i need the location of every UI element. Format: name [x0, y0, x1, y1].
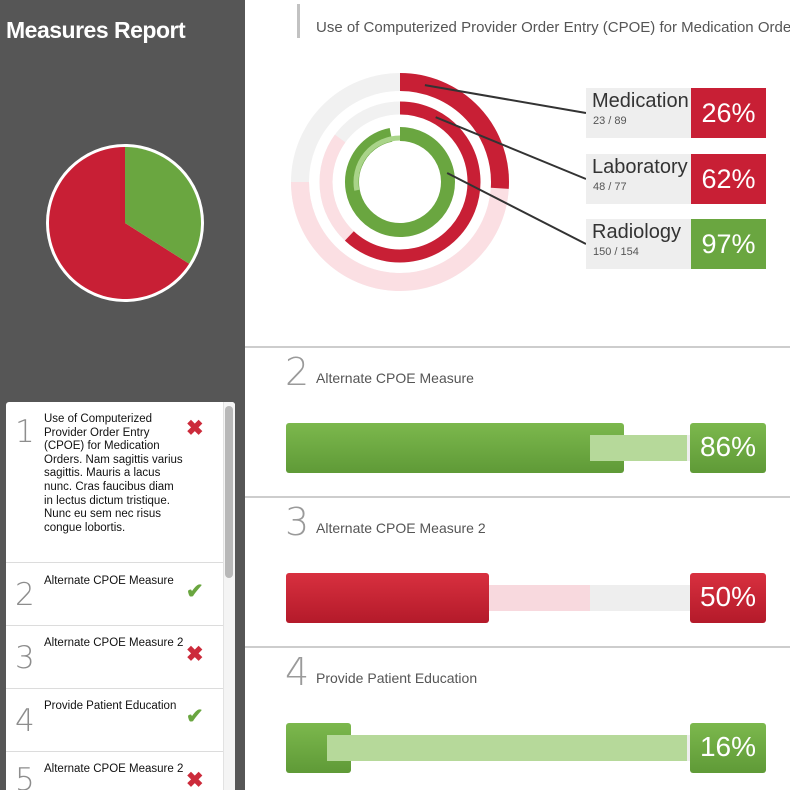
- target-marker: [489, 585, 590, 611]
- measure-list[interactable]: 1 Use of Computerized Provider Order Ent…: [6, 402, 235, 790]
- ring-value-medication: [399, 73, 509, 189]
- measure-percent: 16%: [690, 723, 766, 773]
- cpoe-donut-chart: [291, 73, 587, 291]
- section-divider: [245, 346, 790, 348]
- ring-highlight-radiology: [353, 135, 401, 191]
- target-marker: [590, 435, 687, 461]
- progress-fill: [286, 423, 624, 473]
- radiology-percent: 97%: [691, 219, 766, 269]
- legend-name: Radiology: [592, 221, 681, 243]
- measure-title: Alternate CPOE Measure: [316, 370, 474, 386]
- item-text: Alternate CPOE Measure 2: [44, 637, 184, 649]
- scrollbar-track[interactable]: [223, 402, 235, 790]
- page-title: Use of Computerized Provider Order Entry…: [316, 19, 790, 36]
- target-marker: [327, 735, 687, 761]
- measure-percent: 86%: [690, 423, 766, 473]
- ring-target-laboratory: [319, 134, 354, 241]
- ring-value-radiology: [345, 127, 455, 237]
- scrollbar-thumb[interactable]: [225, 406, 233, 578]
- item-number: 1: [15, 414, 35, 450]
- measure-number: 3: [285, 500, 310, 544]
- item-number: 3: [15, 640, 35, 676]
- section-divider: [245, 646, 790, 648]
- main-panel: Use of Computerized Provider Order Entry…: [245, 0, 790, 790]
- sidebar: Measures Report 1 Use of Computerized Pr…: [0, 0, 245, 790]
- list-item-3[interactable]: 3 Alternate CPOE Measure 2 ✖: [6, 626, 223, 689]
- x-icon: ✖: [186, 417, 204, 440]
- medication-percent: 26%: [691, 88, 766, 138]
- item-text: Alternate CPOE Measure: [44, 575, 174, 587]
- legend-medication: Medication 23 / 89: [586, 88, 691, 138]
- legend-count: 48 / 77: [593, 181, 627, 193]
- summary-pie-slice-red: [49, 147, 190, 299]
- laboratory-percent: 62%: [691, 154, 766, 204]
- list-item-4[interactable]: 4 Provide Patient Education ✔: [6, 689, 223, 752]
- measure-title: Provide Patient Education: [316, 670, 478, 686]
- leader-line-radiology: [446, 172, 587, 245]
- leader-line-laboratory: [435, 116, 587, 180]
- item-text: Alternate CPOE Measure 2: [44, 763, 184, 775]
- measure-number: 4: [285, 650, 310, 694]
- item-number: 5: [15, 762, 35, 790]
- summary-pie-chart: [46, 144, 204, 302]
- item-number: 2: [15, 577, 35, 613]
- check-icon: ✔: [186, 580, 204, 603]
- list-item-2[interactable]: 2 Alternate CPOE Measure ✔: [6, 563, 223, 626]
- summary-pie-slice-green: [125, 147, 201, 264]
- title-accent: [297, 4, 300, 38]
- list-item-5[interactable]: 5 Alternate CPOE Measure 2 ✖: [6, 752, 223, 790]
- measure-number: 2: [285, 350, 310, 394]
- measure-title: Alternate CPOE Measure 2: [316, 520, 486, 536]
- section-divider: [245, 496, 790, 498]
- x-icon: ✖: [186, 769, 204, 790]
- check-icon: ✔: [186, 705, 204, 728]
- list-item-1[interactable]: 1 Use of Computerized Provider Order Ent…: [6, 402, 223, 563]
- legend-radiology: Radiology 150 / 154: [586, 219, 691, 269]
- legend-name: Laboratory: [592, 156, 688, 178]
- leader-line-medication: [424, 84, 587, 114]
- item-text: Use of Computerized Provider Order Entry…: [44, 413, 183, 534]
- x-icon: ✖: [186, 643, 204, 666]
- item-number: 4: [15, 703, 35, 739]
- legend-count: 150 / 154: [593, 246, 639, 258]
- item-text: Provide Patient Education: [44, 700, 177, 712]
- legend-name: Medication: [592, 90, 689, 112]
- app-title: Measures Report: [6, 17, 186, 43]
- progress-fill: [286, 573, 489, 623]
- ring-target-medication: [291, 181, 509, 291]
- legend-count: 23 / 89: [593, 115, 627, 127]
- measure-percent: 50%: [690, 573, 766, 623]
- legend-laboratory: Laboratory 48 / 77: [586, 154, 691, 204]
